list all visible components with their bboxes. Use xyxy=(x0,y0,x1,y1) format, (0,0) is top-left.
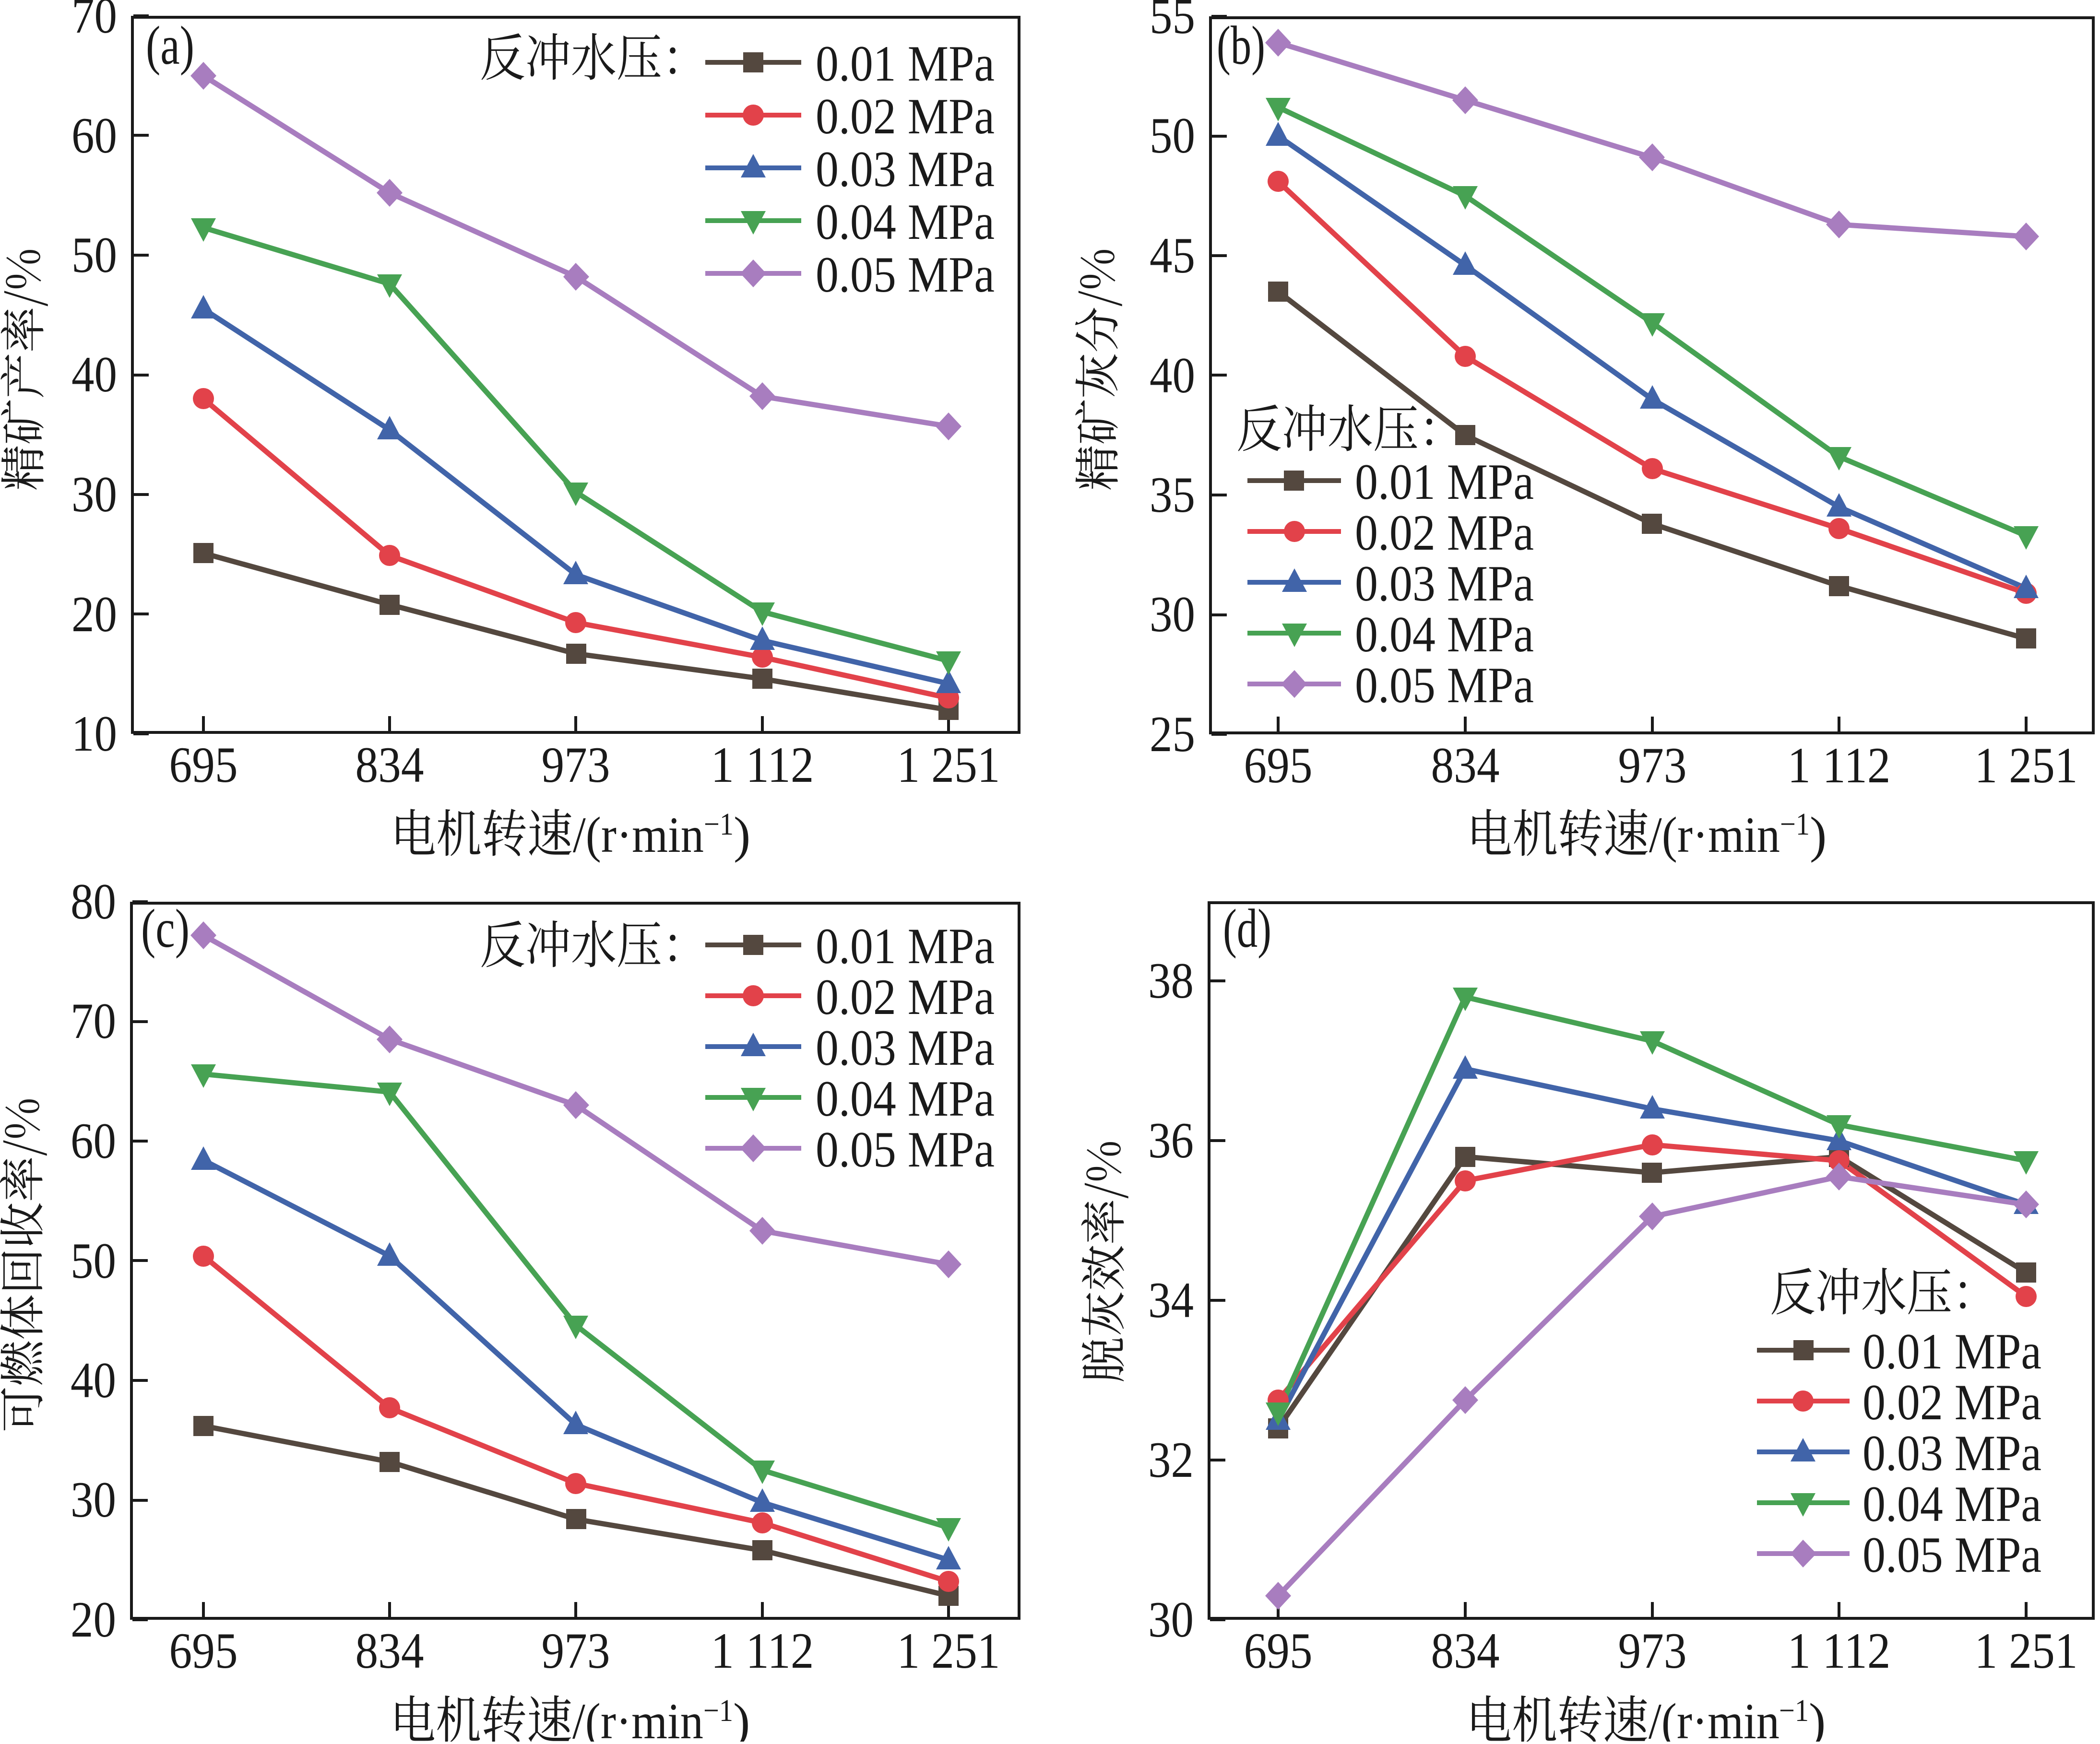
svg-text:60: 60 xyxy=(71,107,117,164)
svg-text:1 112: 1 112 xyxy=(1788,737,1891,793)
svg-text:1 112: 1 112 xyxy=(711,1623,814,1679)
svg-text:45: 45 xyxy=(1150,227,1195,283)
svg-text:(c): (c) xyxy=(141,898,190,959)
svg-text:0.02 MPa: 0.02 MPa xyxy=(816,969,995,1025)
svg-text:0.02 MPa: 0.02 MPa xyxy=(816,88,995,144)
svg-text:0.05 MPa: 0.05 MPa xyxy=(1863,1527,2041,1583)
svg-text:30: 30 xyxy=(1148,1591,1194,1648)
svg-text:30: 30 xyxy=(1150,586,1195,642)
svg-text:−1: −1 xyxy=(1779,1693,1809,1728)
svg-text:0.05 MPa: 0.05 MPa xyxy=(816,247,995,303)
svg-text:40: 40 xyxy=(1150,347,1195,403)
svg-text:0.05 MPa: 0.05 MPa xyxy=(1355,657,1534,713)
svg-text:695: 695 xyxy=(1244,737,1313,793)
svg-text:(b): (b) xyxy=(1217,15,1265,76)
svg-text:−1: −1 xyxy=(704,807,734,842)
svg-text:834: 834 xyxy=(1431,1623,1500,1679)
svg-text:/(r·min: /(r·min xyxy=(1649,807,1780,863)
svg-text:973: 973 xyxy=(542,737,610,793)
svg-text:38: 38 xyxy=(1148,953,1194,1009)
svg-text:834: 834 xyxy=(356,1623,424,1679)
svg-text:(d): (d) xyxy=(1223,898,1271,959)
svg-text:0.05 MPa: 0.05 MPa xyxy=(816,1121,995,1178)
svg-text:30: 30 xyxy=(71,1472,116,1528)
svg-text:34: 34 xyxy=(1148,1272,1194,1328)
svg-text:10: 10 xyxy=(71,706,117,762)
svg-text:): ) xyxy=(1809,1693,1826,1742)
svg-text:25: 25 xyxy=(1150,706,1195,762)
svg-text:1 251: 1 251 xyxy=(1975,737,2078,793)
svg-text:20: 20 xyxy=(71,586,117,642)
svg-text:32: 32 xyxy=(1148,1432,1194,1488)
svg-text:/(r·min: /(r·min xyxy=(1649,1693,1780,1742)
svg-text:70: 70 xyxy=(71,993,116,1049)
svg-text:30: 30 xyxy=(71,466,117,522)
svg-text:): ) xyxy=(733,1693,750,1742)
svg-text:70: 70 xyxy=(71,0,117,44)
svg-text:1 251: 1 251 xyxy=(897,1623,1000,1679)
svg-text:35: 35 xyxy=(1150,467,1195,523)
svg-text:−1: −1 xyxy=(1780,807,1810,842)
svg-text:20: 20 xyxy=(71,1591,116,1648)
svg-text:1 251: 1 251 xyxy=(897,737,1000,793)
svg-text:0.03 MPa: 0.03 MPa xyxy=(816,1020,995,1076)
svg-text:834: 834 xyxy=(1431,737,1500,793)
svg-text:50: 50 xyxy=(1150,107,1195,164)
svg-text:0.04 MPa: 0.04 MPa xyxy=(816,194,995,250)
svg-text:36: 36 xyxy=(1148,1112,1194,1168)
svg-text:0.04 MPa: 0.04 MPa xyxy=(1355,606,1534,662)
svg-text:0.02 MPa: 0.02 MPa xyxy=(1355,505,1534,561)
svg-text:40: 40 xyxy=(71,346,117,402)
svg-text:0.03 MPa: 0.03 MPa xyxy=(816,141,995,197)
svg-text:695: 695 xyxy=(169,1623,238,1679)
svg-text:0.01 MPa: 0.01 MPa xyxy=(1355,454,1534,510)
svg-text:): ) xyxy=(1810,807,1827,863)
svg-text:1 251: 1 251 xyxy=(1975,1623,2078,1679)
svg-text:0.02 MPa: 0.02 MPa xyxy=(1863,1374,2041,1430)
svg-text:973: 973 xyxy=(1618,1623,1687,1679)
svg-text:0.01 MPa: 0.01 MPa xyxy=(816,35,995,92)
svg-text:(a): (a) xyxy=(146,15,194,76)
svg-text:/(r·min: /(r·min xyxy=(572,1693,703,1742)
svg-text:0.03 MPa: 0.03 MPa xyxy=(1355,555,1534,612)
svg-text:): ) xyxy=(734,807,750,863)
svg-text:60: 60 xyxy=(71,1113,116,1169)
svg-text:1 112: 1 112 xyxy=(711,737,814,793)
svg-text:0.03 MPa: 0.03 MPa xyxy=(1863,1425,2041,1481)
svg-text:50: 50 xyxy=(71,227,117,283)
svg-text:973: 973 xyxy=(1618,737,1687,793)
svg-text:973: 973 xyxy=(542,1623,610,1679)
svg-text:695: 695 xyxy=(1244,1623,1313,1679)
svg-text:40: 40 xyxy=(71,1352,116,1408)
svg-text:0.04 MPa: 0.04 MPa xyxy=(816,1071,995,1127)
svg-text:−1: −1 xyxy=(703,1693,733,1728)
svg-text:0.01 MPa: 0.01 MPa xyxy=(816,918,995,974)
svg-text:/(r·min: /(r·min xyxy=(573,807,704,863)
svg-text:1 112: 1 112 xyxy=(1788,1623,1891,1679)
svg-text:834: 834 xyxy=(356,737,424,793)
svg-text:55: 55 xyxy=(1150,0,1195,44)
svg-text:695: 695 xyxy=(169,737,238,793)
svg-text:50: 50 xyxy=(71,1233,116,1289)
svg-text:80: 80 xyxy=(71,873,116,930)
svg-text:0.01 MPa: 0.01 MPa xyxy=(1863,1323,2041,1379)
svg-text:0.04 MPa: 0.04 MPa xyxy=(1863,1476,2041,1532)
